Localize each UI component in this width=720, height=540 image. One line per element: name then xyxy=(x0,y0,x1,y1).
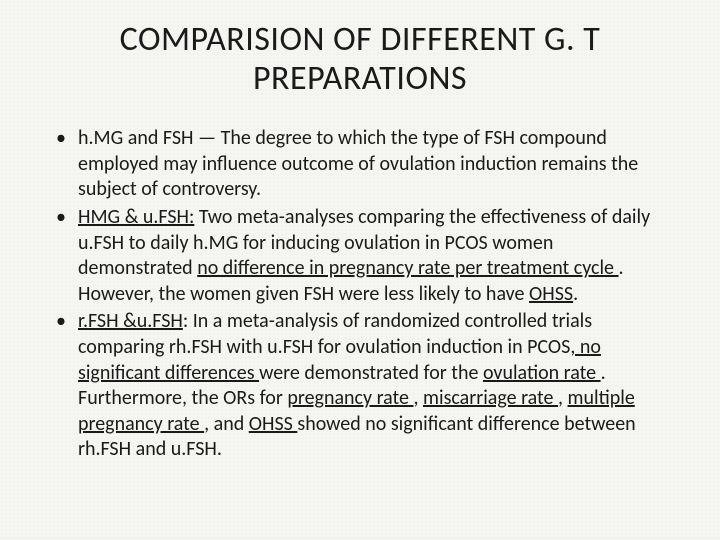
underlined-text: OHSS xyxy=(529,282,573,306)
underlined-text: miscarriage rate xyxy=(423,386,558,410)
bullet-list: h.MG and FSH — The degree to which the t… xyxy=(50,126,670,463)
underlined-text: ovulation rate xyxy=(483,361,601,385)
bullet-item: h.MG and FSH — The degree to which the t… xyxy=(50,126,670,203)
body-text-run: . xyxy=(573,282,578,306)
body-text-run: , xyxy=(413,386,423,410)
underlined-text: pregnancy rate xyxy=(287,386,413,410)
body-text-run: , xyxy=(558,386,568,410)
underlined-text: OHSS xyxy=(249,412,298,436)
slide-title: COMPARISION OF DIFFERENT G. T PREPARATIO… xyxy=(50,20,670,98)
underlined-text: no difference in pregnancy rate per trea… xyxy=(197,256,618,280)
bullet-item: HMG & u.FSH: Two meta-analyses comparing… xyxy=(50,205,670,307)
body-text-run: , and xyxy=(204,412,249,436)
body-text-run: h.MG and FSH — The degree to which the t… xyxy=(78,126,638,201)
bullet-item: r.FSH &u.FSH: In a meta-analysis of rand… xyxy=(50,309,670,463)
underlined-text: HMG & u.FSH: xyxy=(78,205,194,229)
underlined-text: r.FSH &u.FSH xyxy=(78,309,183,333)
body-text-run: were demonstrated for the xyxy=(259,361,483,385)
